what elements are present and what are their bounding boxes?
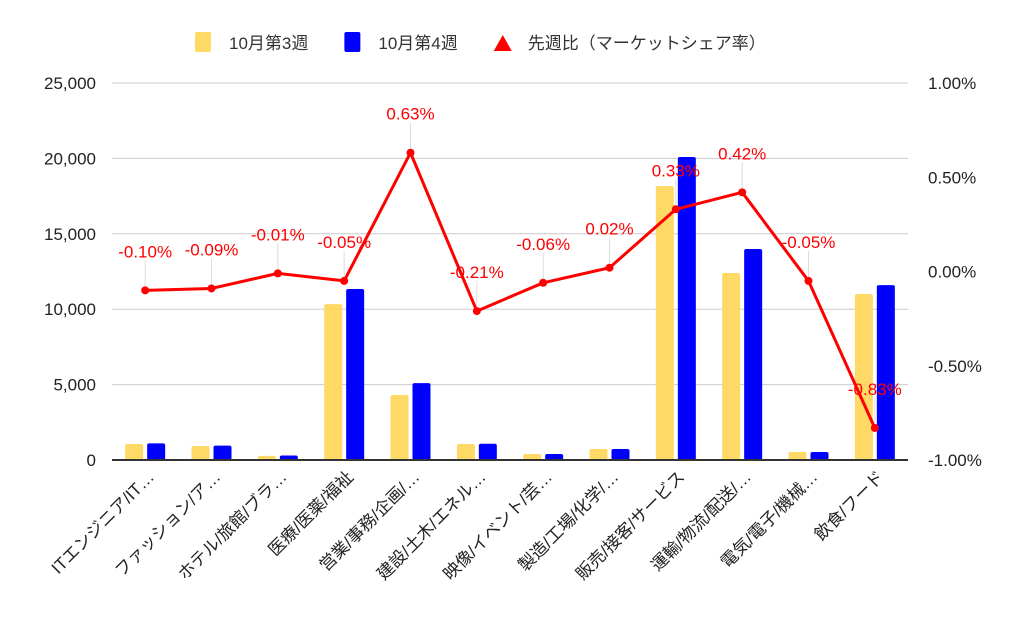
data-label: -0.05% <box>782 233 836 252</box>
bar-week3 <box>191 445 210 460</box>
share-point <box>273 269 282 278</box>
share-point <box>671 205 680 214</box>
bar-week4 <box>346 288 365 460</box>
category-label: 販売/接客/サービス <box>572 467 688 583</box>
legend-label: 10月第3週 <box>229 34 308 53</box>
bar-week3 <box>788 452 807 460</box>
legend-label: 10月第4週 <box>378 34 457 53</box>
bar-week3 <box>854 293 873 460</box>
data-label: -0.01% <box>251 225 305 244</box>
legend-swatch-week3 <box>195 32 211 52</box>
right-axis-tick: -0.50% <box>928 357 982 376</box>
left-axis-tick: 5,000 <box>53 376 96 395</box>
right-axis-tick: -1.00% <box>928 451 982 470</box>
bar-week4 <box>147 443 166 460</box>
legend-label: 先週比（マーケットシェア率） <box>528 34 766 53</box>
share-line <box>145 151 877 429</box>
right-axis-tick: 1.00% <box>928 74 976 93</box>
data-label: -0.06% <box>516 235 570 254</box>
share-point <box>738 188 747 197</box>
bar-week4 <box>545 453 564 460</box>
left-axis-tick: 0 <box>87 451 96 470</box>
data-label: -0.09% <box>185 240 239 259</box>
bar-week3 <box>523 453 542 460</box>
share-point <box>340 276 349 285</box>
left-axis-tick: 25,000 <box>44 74 96 93</box>
share-point <box>870 423 879 432</box>
bar-week3 <box>589 448 608 460</box>
bar-week4 <box>876 285 895 460</box>
data-label: -0.10% <box>118 242 172 261</box>
data-label: -0.83% <box>848 380 902 399</box>
data-label: -0.21% <box>450 263 504 282</box>
bar-week4 <box>611 448 630 460</box>
share-point <box>406 148 415 157</box>
bar-week3 <box>655 185 674 460</box>
left-axis-tick: 20,000 <box>44 149 96 168</box>
left-axis-tick: 10,000 <box>44 300 96 319</box>
data-label: 0.33% <box>652 161 700 180</box>
bar-week4 <box>412 383 431 460</box>
category-label: ホテル/旅館/ブラ… <box>174 467 291 584</box>
bar-week3 <box>257 455 276 460</box>
right-axis-tick: 0.50% <box>928 168 976 187</box>
bar-week4 <box>810 452 829 460</box>
legend-triangle-icon <box>493 35 512 51</box>
bar-week3 <box>456 444 475 460</box>
data-label: -0.05% <box>317 233 371 252</box>
right-axis-tick: 0.00% <box>928 263 976 282</box>
bar-week3 <box>390 395 409 460</box>
bar-week3 <box>324 304 343 460</box>
share-point <box>472 307 481 316</box>
share-point <box>539 278 548 287</box>
data-label: 0.02% <box>585 220 633 239</box>
share-point <box>804 276 813 285</box>
category-label: 建設/土木/エネル… <box>373 467 489 583</box>
legend-swatch-week4 <box>344 32 361 52</box>
share-point <box>141 286 150 295</box>
data-label: 0.42% <box>718 144 766 163</box>
bar-week4 <box>478 443 497 460</box>
bar-week3 <box>125 444 144 460</box>
bar-week4 <box>677 157 696 461</box>
left-axis-tick: 15,000 <box>44 225 96 244</box>
data-label: 0.63% <box>386 105 434 124</box>
category-label: 飲食/フード <box>811 467 888 544</box>
share-point <box>605 263 614 272</box>
bar-week4 <box>744 249 763 460</box>
bar-week4 <box>213 445 232 460</box>
share-point <box>207 284 216 293</box>
bar-week4 <box>279 455 298 460</box>
bar-week3 <box>722 273 741 460</box>
category-label: 映像/イベント/芸… <box>440 467 556 583</box>
